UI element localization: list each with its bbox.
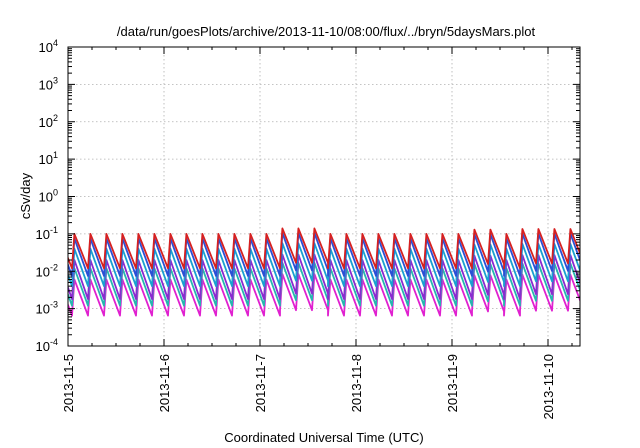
y-tick-label: 100: [39, 188, 58, 205]
x-tick-label: 2013-11-9: [445, 354, 460, 412]
series-line: [68, 227, 580, 270]
series-group: [68, 227, 580, 317]
y-tick-label: 102: [39, 113, 58, 130]
y-tick-label: 104: [39, 38, 58, 55]
y-axis: 104 103 102 101 100 10-1 10-2 10-3 10-4: [36, 38, 580, 354]
y-tick-label: 103: [39, 75, 58, 92]
x-tick-label: 2013-11-10: [541, 354, 556, 420]
y-tick-label: 10-4: [36, 337, 58, 354]
x-axis: 2013-11-5 2013-11-6 2013-11-7 2013-11-8 2013…: [61, 47, 573, 420]
x-tick-label: 2013-11-7: [253, 354, 268, 412]
y-tick-label: 10-3: [36, 300, 58, 317]
x-axis-label: Coordinated Universal Time (UTC): [224, 430, 423, 445]
x-tick-label: 2013-11-8: [349, 354, 364, 412]
x-tick-label: 2013-11-5: [61, 354, 76, 412]
y-tick-label: 10-2: [36, 262, 58, 279]
x-tick-label: 2013-11-6: [157, 354, 172, 412]
y-tick-label: 101: [39, 150, 58, 167]
chart-title: /data/run/goesPlots/archive/2013-11-10/0…: [117, 24, 536, 39]
y-axis-label: cSv/day: [18, 172, 33, 219]
y-tick-label: 10-1: [36, 225, 58, 242]
